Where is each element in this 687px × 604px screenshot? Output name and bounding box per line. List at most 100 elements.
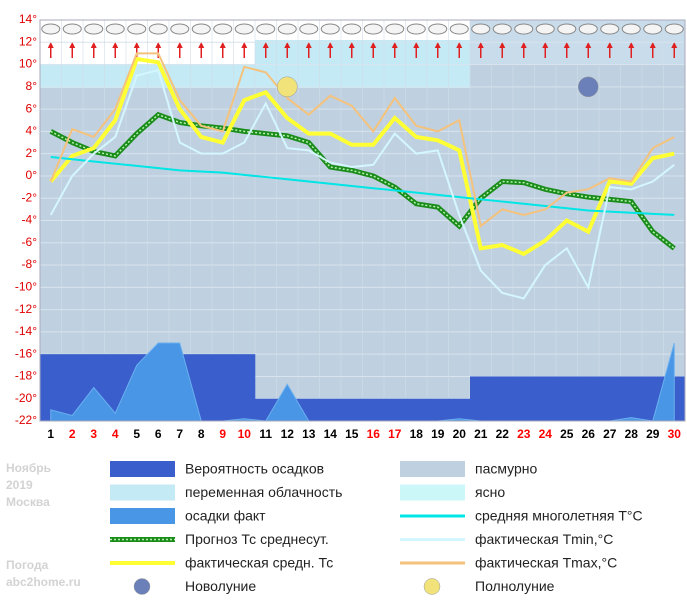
legend-label: переменная облачность — [185, 484, 342, 500]
cloud-icon — [342, 23, 362, 35]
cloud-icon — [643, 23, 663, 35]
cloud-icon — [428, 23, 448, 35]
temp-line — [49, 56, 675, 257]
precip-probability — [405, 398, 428, 421]
x-tick-label: 26 — [582, 427, 596, 441]
precip-probability — [61, 354, 84, 421]
wind-arrow-head — [69, 42, 76, 48]
x-tick-label: 12 — [281, 427, 295, 441]
legend-label: Полнолуние — [475, 578, 555, 594]
x-tick-label: 1 — [47, 427, 54, 441]
x-tick-label: 29 — [646, 427, 660, 441]
cloud-icon — [664, 23, 684, 35]
wind-arrow-head — [327, 42, 334, 48]
legend-swatch — [400, 461, 465, 477]
precip-probability — [384, 398, 406, 421]
y-tick-label: 0° — [26, 168, 38, 182]
legend-label: фактическая Tmax,°C — [475, 555, 617, 571]
legend-swatch — [110, 508, 175, 524]
moon — [578, 76, 599, 98]
x-tick-label: 5 — [133, 427, 140, 441]
temp-line — [50, 156, 675, 216]
precip-probability — [212, 354, 234, 421]
legend-swatch — [423, 578, 441, 595]
legend-swatch — [133, 578, 151, 595]
y-tick-label: 10° — [19, 57, 37, 71]
x-tick-label: 24 — [539, 427, 553, 441]
site-name: Погода — [6, 558, 49, 572]
cloud-icon — [492, 23, 512, 35]
x-tick-label: 15 — [345, 427, 359, 441]
precip-probability — [362, 398, 385, 421]
x-tick-label: 25 — [560, 427, 574, 441]
wind-arrow-head — [112, 42, 119, 48]
x-tick-label: 23 — [517, 427, 531, 441]
y-tick-label: -2° — [22, 190, 38, 204]
precip-probability — [427, 398, 449, 421]
cloud-icon — [234, 23, 254, 35]
month: Ноябрь — [6, 461, 51, 475]
wind-arrow-head — [305, 42, 312, 48]
precip-probability — [233, 354, 256, 421]
legend-label: пасмурно — [475, 461, 538, 477]
moon — [277, 76, 298, 98]
cloud-icon — [127, 23, 147, 35]
y-tick-label: -6° — [22, 235, 38, 249]
x-tick-label: 7 — [176, 427, 183, 441]
y-tick-label: 12° — [19, 34, 37, 48]
cloud-icon — [62, 23, 82, 35]
temp-line — [49, 68, 675, 300]
x-tick-label: 30 — [668, 427, 682, 441]
precip-probability — [319, 398, 342, 421]
legend-label: средняя многолетняя T°C — [475, 508, 643, 524]
legend-label: фактическая Tmin,°C — [475, 531, 613, 547]
wind-arrow-head — [348, 42, 355, 48]
cloud-icon — [277, 23, 297, 35]
wind-arrow-head — [477, 42, 484, 48]
wind-arrow-head — [284, 42, 291, 48]
precip-probability — [341, 398, 363, 421]
wind-arrow-head — [219, 42, 226, 48]
wind-arrow-head — [155, 42, 162, 48]
cloud-icon — [557, 23, 577, 35]
x-tick-label: 3 — [90, 427, 97, 441]
cloud-icon — [385, 23, 405, 35]
x-tick-label: 17 — [388, 427, 402, 441]
cloud-icon — [41, 23, 61, 35]
wind-arrow-head — [133, 42, 140, 48]
wind-arrow-head — [47, 42, 54, 48]
cloud-icon — [578, 23, 598, 35]
x-tick-label: 21 — [474, 427, 488, 441]
temp-line — [49, 52, 675, 228]
weather-icons — [41, 23, 684, 58]
wind-arrow-head — [413, 42, 420, 48]
x-tick-label: 28 — [625, 427, 639, 441]
x-tick-label: 11 — [259, 427, 272, 441]
y-tick-label: -10° — [15, 280, 37, 294]
wind-arrow-head — [370, 42, 377, 48]
cloud-icon — [600, 23, 620, 35]
cloud-icon — [148, 23, 168, 35]
y-tick-label: -8° — [22, 257, 38, 271]
y-tick-label: 2° — [26, 146, 38, 160]
x-tick-label: 16 — [367, 427, 381, 441]
wind-arrow-head — [391, 42, 398, 48]
y-tick-label: 4° — [26, 124, 38, 138]
precip-probability — [513, 376, 535, 421]
x-tick-label: 6 — [155, 427, 162, 441]
x-tick-label: 2 — [69, 427, 76, 441]
wind-arrow-head — [671, 42, 678, 48]
y-tick-label: 8° — [26, 79, 38, 93]
plot-frame — [39, 19, 686, 422]
legend-label: фактическая средн. Тс — [185, 555, 333, 571]
wind-arrow-head — [542, 42, 549, 48]
precip-probability — [534, 376, 557, 421]
cloud-icon — [191, 23, 211, 35]
x-tick-label: 18 — [410, 427, 424, 441]
cloud-icon — [621, 23, 641, 35]
y-tick-label: 6° — [26, 101, 38, 115]
precip-probability — [470, 376, 492, 421]
legend-label: Прогноз Тс среднесут. — [185, 531, 329, 547]
cloud-icon — [170, 23, 190, 35]
